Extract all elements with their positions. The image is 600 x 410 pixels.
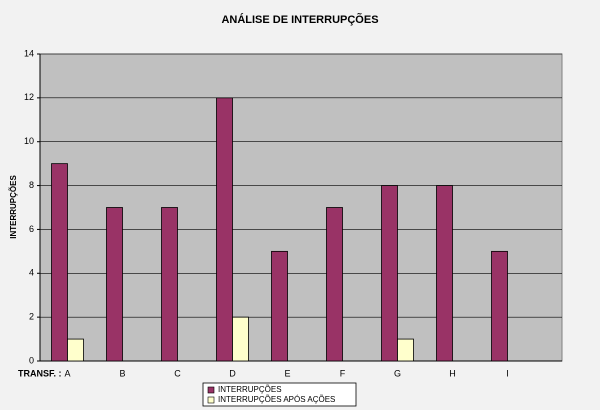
y-tick-label: 12 <box>24 92 34 102</box>
y-axis-label: INTERRUPÇÕES <box>9 175 18 239</box>
legend-swatch <box>207 396 215 404</box>
x-tick-label: H <box>449 368 456 378</box>
y-tick-label: 0 <box>29 355 34 365</box>
legend-box <box>202 382 357 407</box>
y-tick-label: 8 <box>29 180 34 190</box>
bar <box>232 316 249 362</box>
bar <box>436 185 453 362</box>
legend-label: INTERRUPÇÕES APÓS AÇÕES <box>218 395 335 404</box>
x-tick-label: B <box>119 368 125 378</box>
y-tick-label: 6 <box>29 224 34 234</box>
x-tick-label: E <box>284 368 290 378</box>
x-tick-label: D <box>229 368 236 378</box>
bar <box>216 97 233 362</box>
plot-area <box>39 53 563 362</box>
legend-label: INTERRUPÇÕES <box>218 385 282 394</box>
x-tick-label: C <box>174 368 181 378</box>
x-axis-label: TRANSF. : <box>18 368 62 378</box>
x-tick-label: I <box>506 368 509 378</box>
bar <box>67 338 84 362</box>
chart-title: ANÁLISE DE INTERRUPÇÕES <box>221 13 378 26</box>
bar <box>106 207 123 362</box>
bar <box>271 250 288 362</box>
bar <box>397 338 414 362</box>
bar <box>51 163 68 362</box>
bar <box>491 250 508 362</box>
y-tick-label: 2 <box>29 312 34 322</box>
bar <box>161 207 178 362</box>
y-tick-label: 4 <box>29 268 34 278</box>
x-tick-label: G <box>394 368 401 378</box>
bar <box>326 207 343 362</box>
y-tick-label: 10 <box>24 136 34 146</box>
bar <box>381 185 398 362</box>
legend-swatch <box>207 386 215 394</box>
x-tick-label: F <box>340 368 346 378</box>
y-tick-label: 14 <box>24 48 34 58</box>
x-tick-label: A <box>64 368 70 378</box>
